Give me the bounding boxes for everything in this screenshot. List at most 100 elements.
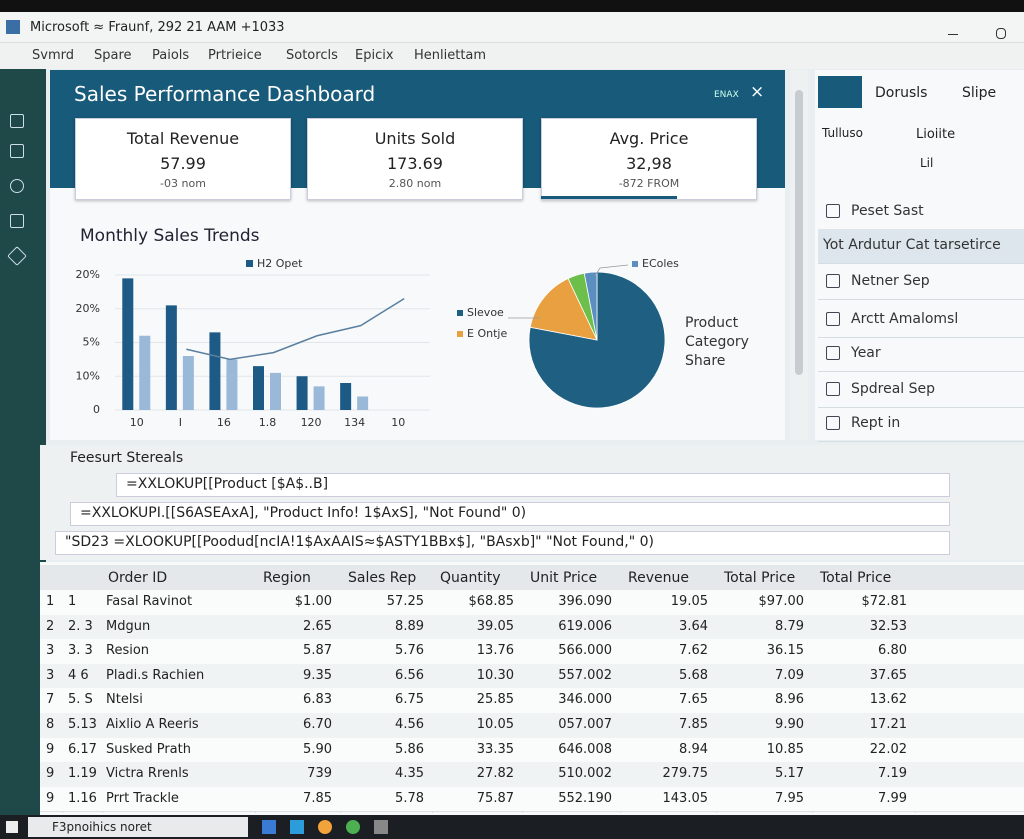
legend-swatch bbox=[457, 331, 463, 337]
side-icon[interactable] bbox=[10, 114, 24, 128]
menu-item[interactable]: Henliettam bbox=[414, 48, 487, 63]
table-cell: 5.76 bbox=[395, 643, 424, 659]
row bbox=[40, 737, 1024, 764]
side-item[interactable] bbox=[818, 373, 1024, 408]
table-cell: Ntelsi bbox=[106, 692, 143, 708]
formula-box[interactable] bbox=[55, 531, 950, 555]
side-tab-active[interactable] bbox=[818, 76, 862, 108]
table-cell: Pladi.s Rachien bbox=[106, 667, 205, 683]
table-cell: 279.75 bbox=[662, 766, 709, 782]
table-cell: 9.35 bbox=[303, 667, 332, 683]
bar bbox=[182, 356, 194, 410]
table-cell: 3. 3 bbox=[68, 643, 93, 659]
side-icon[interactable] bbox=[10, 214, 24, 228]
menu-item[interactable]: Spare bbox=[94, 48, 132, 63]
item-icon bbox=[826, 204, 840, 218]
table-cell: Aixlio A Reeris bbox=[106, 717, 199, 732]
table-cell: 8.96 bbox=[775, 692, 804, 708]
table-cell: 4.35 bbox=[395, 766, 424, 782]
search-box[interactable] bbox=[28, 817, 248, 837]
header-cell[interactable]: Total Price bbox=[820, 570, 892, 586]
taskbar: F3pnoihics noret bbox=[0, 815, 1024, 839]
table-cell: 5.87 bbox=[303, 643, 332, 659]
start-button[interactable] bbox=[6, 821, 18, 833]
table-cell: Victra Rrenls bbox=[106, 766, 189, 782]
menu-item[interactable]: Svmrd bbox=[32, 48, 74, 63]
table-cell: 7.19 bbox=[878, 766, 907, 782]
table-cell: 37.65 bbox=[869, 667, 907, 683]
header-cell[interactable]: Sales Rep bbox=[348, 570, 417, 586]
tool[interactable]: Tulluso bbox=[822, 126, 863, 140]
y-tick-label: 10% bbox=[76, 369, 100, 382]
restore[interactable] bbox=[996, 28, 1006, 39]
scroll-thumb[interactable] bbox=[795, 90, 803, 375]
tool[interactable]: Lil bbox=[920, 156, 934, 170]
bar bbox=[165, 305, 177, 410]
menu-item[interactable]: Epicix bbox=[355, 48, 394, 63]
header-cell[interactable]: Unit Price bbox=[530, 570, 598, 586]
table-cell: 22.02 bbox=[869, 741, 907, 757]
task-icon[interactable] bbox=[374, 820, 388, 834]
app-icon bbox=[6, 20, 20, 34]
menu-item[interactable]: Sotorcls bbox=[286, 48, 338, 63]
table-cell: 39.05 bbox=[476, 618, 514, 634]
table-cell: $1.00 bbox=[294, 594, 332, 609]
header-cell[interactable]: Quantity bbox=[440, 570, 501, 586]
left-sidebar bbox=[0, 69, 46, 815]
header-cell[interactable]: Revenue bbox=[628, 570, 689, 586]
table-cell: 25.85 bbox=[476, 692, 514, 708]
minimize[interactable] bbox=[948, 34, 958, 35]
side-tab[interactable]: Slipe bbox=[962, 85, 997, 101]
table-cell: 13.76 bbox=[476, 643, 514, 659]
pie-slice bbox=[529, 277, 598, 341]
table-cell: 2 bbox=[46, 618, 55, 634]
legend-swatch bbox=[246, 260, 253, 267]
table-cell: 6.56 bbox=[395, 667, 424, 683]
scrollbar[interactable] bbox=[790, 70, 808, 440]
side-icon[interactable] bbox=[10, 144, 24, 158]
kpi-sub: -872 FROM bbox=[618, 177, 680, 190]
table-cell: 32.53 bbox=[869, 618, 907, 634]
item-icon bbox=[826, 346, 840, 360]
side-tab[interactable]: Dorusls bbox=[875, 85, 928, 101]
table-cell: 346.000 bbox=[558, 692, 612, 708]
close-button[interactable]: × bbox=[750, 82, 765, 102]
bar bbox=[226, 359, 238, 410]
side-item[interactable] bbox=[818, 407, 1024, 442]
formula-box[interactable] bbox=[116, 473, 950, 497]
x-tick-label: 10 bbox=[130, 416, 144, 429]
table-cell: 10.85 bbox=[766, 741, 804, 757]
table-cell: 143.05 bbox=[662, 790, 709, 806]
header-cell[interactable]: Order ID bbox=[108, 570, 168, 586]
task-icon[interactable] bbox=[262, 820, 276, 834]
side-item-label: Arctt Amalomsl bbox=[851, 311, 959, 327]
row bbox=[40, 786, 1024, 813]
menu-item[interactable]: Paiols bbox=[152, 48, 190, 63]
kpi-label: Avg. Price bbox=[609, 129, 689, 148]
task-icon[interactable] bbox=[318, 820, 332, 834]
header-cell[interactable]: Region bbox=[263, 570, 311, 586]
task-icon[interactable] bbox=[346, 820, 360, 834]
table-cell: 3 bbox=[46, 667, 55, 683]
task-icon[interactable] bbox=[290, 820, 304, 834]
formula-box[interactable] bbox=[70, 502, 950, 526]
formula-line: =XXLOKUPI.[[S6ASEAxA], "Product Info! 1$… bbox=[80, 505, 527, 521]
table-cell: 4.56 bbox=[395, 717, 424, 732]
header-cell[interactable]: Total Price bbox=[724, 570, 796, 586]
side-item[interactable] bbox=[818, 337, 1024, 372]
side-item[interactable] bbox=[818, 229, 1024, 264]
table-cell: 5.78 bbox=[395, 790, 424, 806]
formula-title: Feesurt Stereals bbox=[70, 450, 184, 466]
table-cell: 9 bbox=[46, 790, 55, 806]
side-icon[interactable] bbox=[10, 179, 24, 193]
item-icon bbox=[826, 416, 840, 430]
table-cell: 6.83 bbox=[303, 692, 332, 708]
side-item[interactable] bbox=[818, 265, 1024, 300]
table-cell: 5.17 bbox=[775, 766, 804, 782]
row bbox=[40, 688, 1024, 714]
kpi-value: 32,98 bbox=[626, 154, 672, 173]
tool[interactable]: Lioiite bbox=[916, 127, 956, 142]
side-item[interactable] bbox=[818, 303, 1024, 338]
menu-item[interactable]: Prtrieice bbox=[208, 48, 262, 63]
